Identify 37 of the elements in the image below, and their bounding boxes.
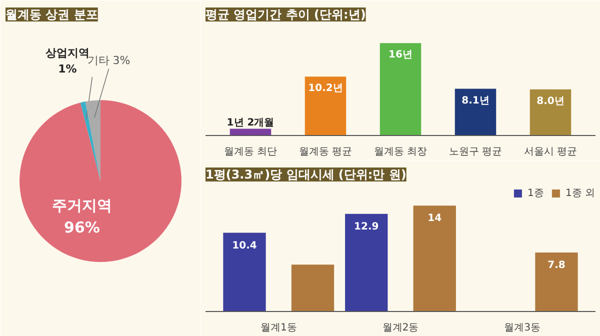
data-label: 8.1년 — [462, 95, 490, 106]
bar — [413, 206, 456, 312]
bar — [291, 264, 334, 312]
bar — [530, 89, 572, 136]
x-tick-label: 월계동 평균 — [298, 146, 352, 158]
bar — [535, 252, 578, 312]
bar — [223, 232, 266, 312]
x-tick-label: 월계동 최장 — [374, 146, 428, 158]
chart-title: 평균 영업기간 추이 (단위:년) — [206, 8, 366, 22]
legend-label: 1종 — [527, 187, 545, 200]
slice-label: 기타 3% — [87, 54, 130, 68]
bar — [380, 43, 422, 136]
legend-label: 1종 외 — [565, 187, 595, 200]
bar — [230, 128, 272, 136]
data-label: 1% — [58, 62, 77, 76]
bar — [345, 214, 388, 312]
bar — [454, 88, 496, 136]
data-label: 7.8 — [548, 260, 566, 271]
data-label: 8.0년 — [536, 96, 564, 107]
x-tick-label: 월계1동 — [260, 322, 297, 334]
chart-title: 1평(3.3㎡)당 임대시세 (단위:만 원) — [206, 168, 406, 182]
slice-label: 주거지역 — [52, 196, 112, 215]
x-tick-label: 월계동 최단 — [224, 146, 278, 158]
x-tick-label: 월계3동 — [504, 322, 541, 334]
data-label: 16년 — [388, 50, 412, 61]
data-label: 10.4 — [232, 240, 257, 252]
data-label: 1년 2개월 — [226, 118, 274, 129]
x-tick-label: 월계2동 — [382, 322, 419, 334]
x-tick-label: 노원구 평균 — [448, 146, 502, 158]
bar — [304, 76, 346, 136]
slice-label: 상업지역 — [45, 46, 90, 60]
chart-title: 월계동 상권 분포 — [6, 8, 98, 22]
data-label: 10.2년 — [308, 83, 343, 94]
data-label: 12.9 — [354, 221, 379, 232]
data-label: 14 — [428, 213, 442, 224]
x-tick-label: 서울시 평균 — [524, 146, 578, 158]
data-label: 96% — [64, 218, 100, 236]
